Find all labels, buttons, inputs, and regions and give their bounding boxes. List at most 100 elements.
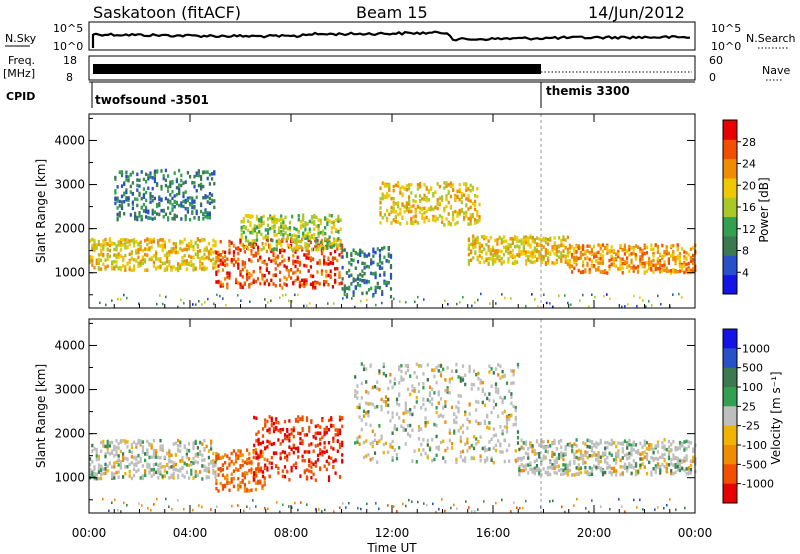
range-cell (632, 443, 635, 447)
range-cell (610, 249, 613, 253)
range-cell (417, 389, 421, 394)
beam-title: Beam 15 (356, 3, 428, 22)
range-cell (124, 246, 127, 250)
range-cell (160, 208, 163, 213)
range-cell (319, 437, 322, 442)
range-cell (309, 265, 312, 269)
range-cell (271, 226, 274, 230)
range-cell (285, 283, 288, 287)
range-cell (399, 186, 402, 191)
range-cell (237, 281, 240, 285)
range-cell (339, 246, 342, 250)
range-cell (437, 392, 440, 397)
range-cell (178, 183, 181, 187)
range-cell (306, 503, 308, 506)
range-cell (365, 401, 368, 405)
range-cell (536, 236, 539, 240)
range-cell (394, 183, 397, 187)
range-cell (123, 200, 126, 204)
range-cell (254, 449, 257, 453)
range-cell (301, 283, 304, 287)
range-cell (179, 247, 182, 251)
range-cell (422, 382, 425, 386)
range-cell (359, 278, 362, 282)
range-cell (678, 440, 682, 445)
range-cell (130, 238, 133, 243)
range-cell (167, 216, 170, 220)
range-cell (310, 470, 313, 474)
range-cell (584, 465, 587, 470)
range-cell (405, 205, 408, 209)
range-cell (141, 464, 144, 468)
range-cell (150, 245, 153, 249)
range-cell (547, 261, 550, 265)
range-cell (348, 268, 351, 273)
range-cell (593, 252, 596, 256)
range-cell (389, 272, 393, 277)
range-cell (327, 428, 331, 432)
range-cell (617, 454, 620, 459)
range-cell (152, 438, 155, 443)
range-cell (337, 214, 340, 219)
range-cell (174, 245, 177, 249)
range-cell (488, 370, 491, 374)
range-cell (459, 439, 462, 443)
range-cell (372, 295, 374, 298)
range-cell (360, 381, 363, 386)
range-cell (383, 194, 386, 199)
power-colorbar-swatch (723, 216, 737, 237)
range-cell (139, 247, 142, 252)
range-cell (212, 250, 215, 255)
range-cell (619, 472, 622, 477)
range-cell (210, 252, 213, 256)
range-cell (330, 220, 333, 225)
range-cell (573, 266, 576, 270)
range-cell (476, 187, 479, 191)
range-cell (376, 262, 379, 267)
range-cell (538, 237, 541, 241)
range-cell (525, 499, 527, 503)
range-cell (459, 379, 462, 383)
range-cell (117, 252, 120, 256)
nave-tick-low: 0 (709, 71, 716, 84)
range-cell (189, 202, 192, 207)
range-cell (104, 471, 107, 476)
range-cell (169, 211, 172, 215)
range-cell (531, 449, 534, 454)
range-cell (630, 260, 633, 265)
range-cell (326, 241, 329, 245)
range-cell (432, 217, 435, 221)
range-cell (130, 450, 133, 455)
range-cell (181, 248, 184, 252)
range-cell (275, 417, 278, 421)
range-cell (158, 197, 161, 202)
range-cell (386, 195, 389, 199)
range-cell (97, 457, 100, 461)
range-cell (243, 250, 246, 254)
range-cell (180, 204, 183, 208)
range-cell (108, 441, 111, 445)
range-cell (257, 469, 260, 473)
range-cell (161, 261, 164, 266)
range-cell (312, 286, 315, 290)
range-cell (237, 294, 239, 297)
range-cell (338, 428, 342, 432)
range-cell (531, 255, 534, 260)
range-cell (159, 472, 162, 476)
range-cell (261, 484, 264, 488)
range-cell (212, 257, 215, 262)
range-cell (162, 174, 165, 178)
range-cell (439, 373, 443, 378)
range-cell (303, 433, 306, 437)
nsky-strip: N.Sky 10^5 10^0 10^5 10^0 N.Search (5, 21, 796, 53)
range-cell (148, 455, 151, 460)
range-cell (553, 441, 556, 445)
range-cell (138, 184, 141, 188)
range-cell (650, 268, 653, 272)
range-cell (317, 228, 320, 233)
range-cell (296, 268, 299, 272)
range-cell (334, 267, 337, 271)
range-cell (297, 508, 299, 512)
range-cell (391, 458, 394, 462)
range-cell (332, 243, 336, 248)
